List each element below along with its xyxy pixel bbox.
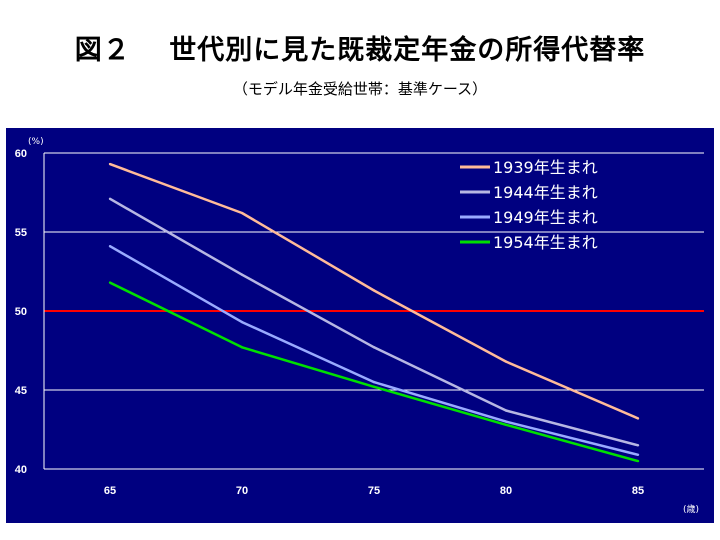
page-subtitle: （モデル年金受給世帯：基準ケース） xyxy=(232,80,488,98)
series-point xyxy=(504,409,508,412)
series-point xyxy=(504,420,508,423)
series-group xyxy=(108,162,640,463)
series-point xyxy=(504,360,508,363)
page-title: 図２ 世代別に見た既裁定年金の所得代替率 xyxy=(74,35,646,66)
legend-label: 1949年生まれ xyxy=(493,208,598,227)
series-point xyxy=(108,281,112,284)
legend: 1939年生まれ 1944年生まれ 1949年生まれ 1954年生まれ xyxy=(460,158,598,252)
series-point xyxy=(504,423,508,426)
y-tick-label: 45 xyxy=(15,385,27,397)
x-tick-label: 65 xyxy=(104,485,116,497)
series-point xyxy=(240,273,244,276)
series-point xyxy=(636,453,640,456)
legend-label: 1944年生まれ xyxy=(493,183,598,202)
series-point xyxy=(636,444,640,447)
y-tick-label: 40 xyxy=(15,464,27,476)
series-point xyxy=(372,289,376,292)
chart-panel xyxy=(6,128,714,523)
x-tick-label: 85 xyxy=(632,485,644,497)
x-axis-unit: (歳) xyxy=(683,503,699,515)
series-point xyxy=(240,346,244,349)
series-point xyxy=(108,197,112,201)
x-tick-label: 75 xyxy=(368,485,380,497)
series-point xyxy=(108,162,112,166)
series-point xyxy=(372,385,376,389)
y-tick-label: 55 xyxy=(15,227,27,239)
series-point xyxy=(372,346,376,349)
axis-group: 40 45 50 55 60 65 70 75 80 85 xyxy=(15,148,704,497)
series-point xyxy=(240,211,244,215)
legend-label: 1939年生まれ xyxy=(493,158,598,177)
y-axis-unit: (%) xyxy=(28,137,44,147)
x-tick-label: 70 xyxy=(236,485,248,497)
legend-label: 1954年生まれ xyxy=(493,233,598,252)
y-tick-label: 60 xyxy=(15,148,27,160)
y-tick-label: 50 xyxy=(15,306,27,318)
x-tick-label: 80 xyxy=(500,485,512,497)
series-point xyxy=(372,380,376,384)
series-point xyxy=(636,417,640,420)
series-point xyxy=(240,320,244,324)
series-point xyxy=(108,245,112,248)
series-point xyxy=(636,459,640,463)
